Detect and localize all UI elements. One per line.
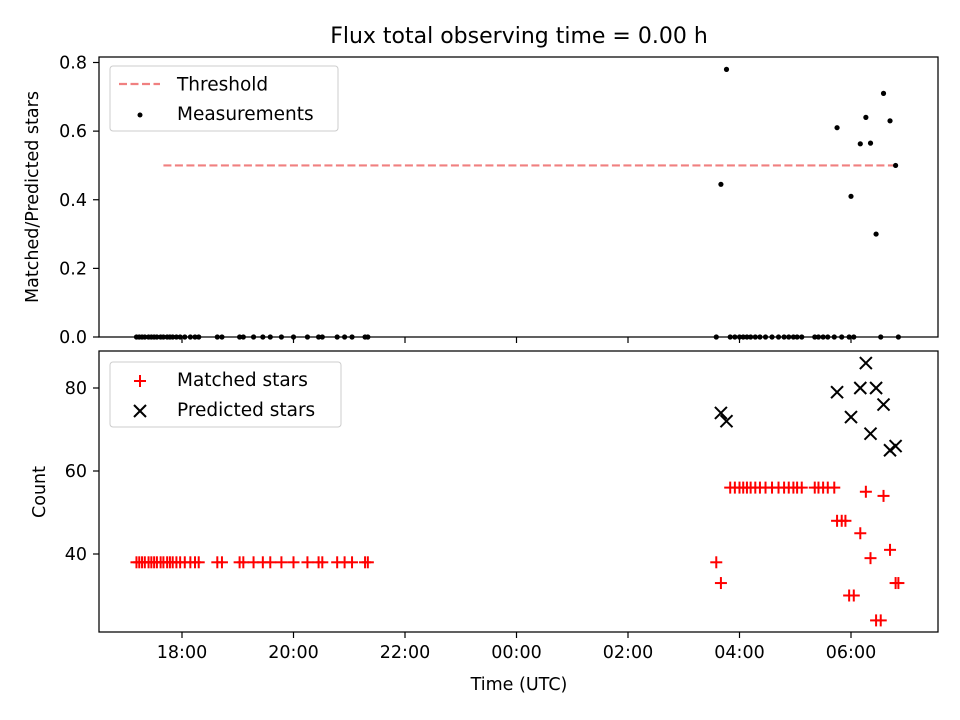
top-legend: Threshold Measurements	[109, 65, 339, 132]
predicted-star-point-4	[853, 381, 867, 395]
measurement-point-65	[857, 141, 863, 147]
predicted-star-point-2	[830, 385, 844, 399]
measurement-point-70	[880, 90, 887, 96]
measurement-point-60	[834, 125, 840, 131]
measurement-point-66	[863, 114, 869, 120]
matched-star-point-72	[892, 577, 905, 590]
predicted-star-point-b	[719, 414, 734, 428]
predicted-legend-swatch	[133, 404, 147, 418]
predicted-legend-label: Predicted stars	[177, 400, 315, 421]
bottom-y-axis-label: Count	[30, 466, 50, 518]
predicted-star-point-3	[844, 410, 858, 424]
matched-star-point-63	[847, 589, 860, 602]
predicted-star-point-b	[888, 439, 903, 453]
x-tick-label-6: 06:00	[826, 643, 876, 663]
predicted-star-point-10	[888, 439, 903, 453]
measurement-point-67	[867, 140, 874, 146]
bottom-axes-frame	[98, 350, 939, 633]
top-y-axis-label: Matched/Predicted stars	[23, 91, 43, 303]
matched-star-point-53	[795, 481, 808, 494]
measurements-legend-label: Measurements	[177, 104, 314, 125]
predicted-star-point-6	[863, 426, 878, 441]
top-axes-frame	[98, 56, 939, 338]
matched-star-point-66	[864, 552, 877, 565]
matched-legend-swatch	[134, 375, 146, 387]
measurement-point-68	[873, 231, 879, 237]
predicted-star-point-0	[714, 406, 728, 420]
predicted-star-point-b	[844, 410, 858, 424]
bottom-y-tick-label-2: 80	[65, 379, 87, 399]
predicted-star-point-b	[869, 381, 883, 395]
x-tick-label-4: 02:00	[603, 643, 653, 663]
top-panel: 0.00.20.40.60.8 Matched/Predicted stars …	[23, 54, 939, 348]
top-y-tick-label-2: 0.4	[59, 191, 87, 211]
predicted-star-point-b	[853, 381, 867, 395]
matched-star-point-69	[877, 489, 890, 502]
predicted-star-point-b	[876, 397, 891, 412]
predicted-star-point-9	[883, 443, 897, 457]
measurement-point-37	[718, 181, 724, 187]
x-axis-label: Time (UTC)	[470, 675, 568, 695]
predicted-star-point-b	[830, 385, 844, 399]
matched-star-point-30	[316, 556, 329, 569]
top-legend-box	[109, 65, 339, 132]
predicted-star-point-5	[859, 356, 873, 370]
predicted-star-point-8	[876, 397, 891, 412]
matched-star-point-18	[192, 556, 205, 569]
matched-star-point-33	[346, 556, 359, 569]
predicted-star-point-b	[714, 406, 728, 420]
predicted-star-point-1	[719, 414, 734, 428]
predicted-star-point-7	[869, 381, 883, 395]
matched-star-point-27	[287, 556, 300, 569]
matched-star-point-25	[264, 556, 277, 569]
x-tick-label-2: 22:00	[380, 643, 430, 663]
matched-star-point-68	[874, 614, 887, 627]
matched-legend-label: Matched stars	[177, 370, 308, 391]
bottom-legend-box	[109, 361, 342, 428]
bottom-y-tick-label-1: 60	[65, 462, 87, 482]
top-y-tick-label-1: 0.2	[59, 259, 87, 279]
predicted-star-point-b	[883, 443, 897, 457]
bottom-x-ticks: 18:00 20:00 22:00 00:00 02:00 04:00 06:00	[157, 632, 876, 663]
top-y-tick-label-3: 0.6	[59, 122, 87, 142]
x-tick-label-1: 20:00	[268, 643, 318, 663]
measurements-legend-swatch	[137, 112, 143, 118]
matched-star-point-58	[828, 481, 841, 494]
bottom-legend: Matched stars Predicted stars	[109, 361, 342, 428]
x-tick-label-3: 00:00	[491, 643, 541, 663]
matched-star-point-20	[215, 556, 228, 569]
matched-star-point-64	[854, 527, 867, 540]
bottom-y-tick-label-0: 40	[65, 545, 87, 565]
matched-star-point-22	[237, 556, 250, 569]
top-y-ticks: 0.0 0.2 0.4 0.6 0.8	[59, 54, 99, 348]
matched-star-point-28	[301, 556, 314, 569]
matched-star-point-26	[275, 556, 288, 569]
figure-title: Flux total observing time = 0.00 h	[330, 24, 708, 49]
measurement-point-72	[893, 162, 899, 169]
measurement-point-63	[848, 193, 854, 199]
top-x-ticks	[181, 337, 852, 343]
bottom-plot-marks	[130, 356, 905, 627]
predicted-star-point-b	[863, 426, 878, 441]
threshold-legend-label: Threshold	[176, 75, 268, 96]
matched-star-point-35	[361, 556, 374, 569]
x-tick-label-5: 04:00	[714, 643, 764, 663]
measurement-point-38	[723, 66, 730, 72]
top-y-tick-label-0: 0.0	[59, 328, 87, 348]
matched-star-point-37	[714, 577, 727, 590]
matched-star-point-65	[859, 485, 872, 498]
measurement-point-71	[887, 118, 893, 124]
matched-star-point-61	[839, 514, 852, 527]
bottom-panel: 40 60 80 18:00 20:00 22:00 00:00 02:00 04:00 06:…	[30, 350, 939, 695]
bottom-y-ticks: 40 60 80	[65, 379, 99, 565]
matched-star-point-36	[710, 556, 723, 569]
matched-star-point-70	[884, 543, 897, 556]
predicted-star-point-b	[859, 356, 873, 370]
x-tick-label-0: 18:00	[157, 643, 207, 663]
top-y-tick-label-4: 0.8	[59, 54, 87, 74]
